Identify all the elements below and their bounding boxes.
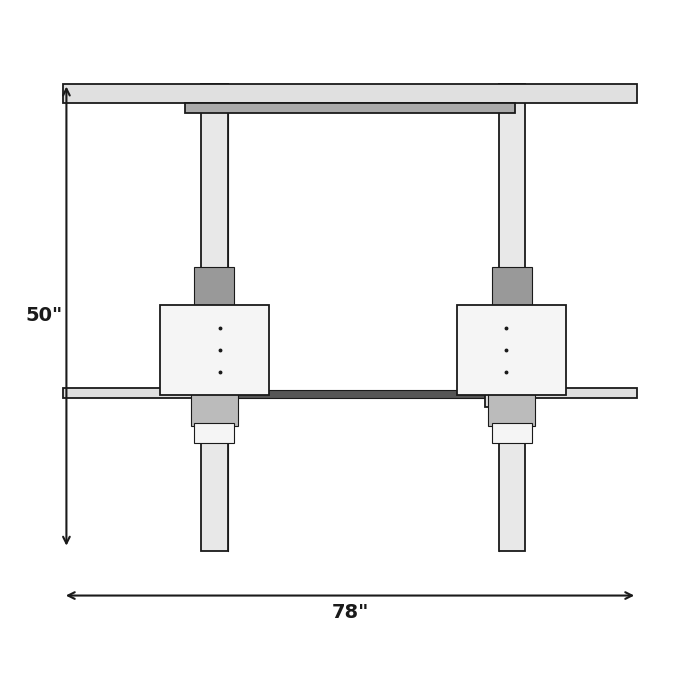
Bar [202, 84, 228, 551]
Bar [63, 388, 215, 398]
Bar [492, 423, 532, 443]
Bar [186, 103, 514, 113]
Bar [195, 423, 235, 443]
Bar [160, 305, 269, 395]
Bar [191, 391, 238, 426]
Bar [215, 390, 485, 398]
Bar [457, 305, 566, 395]
Bar [489, 391, 536, 426]
Bar [63, 84, 637, 103]
Bar [195, 267, 235, 309]
Text: 78": 78" [331, 603, 369, 622]
Bar [204, 383, 215, 407]
Bar [492, 267, 532, 309]
Bar [485, 388, 637, 398]
Text: 50": 50" [26, 306, 63, 325]
Bar [498, 84, 525, 551]
Bar [485, 383, 496, 407]
